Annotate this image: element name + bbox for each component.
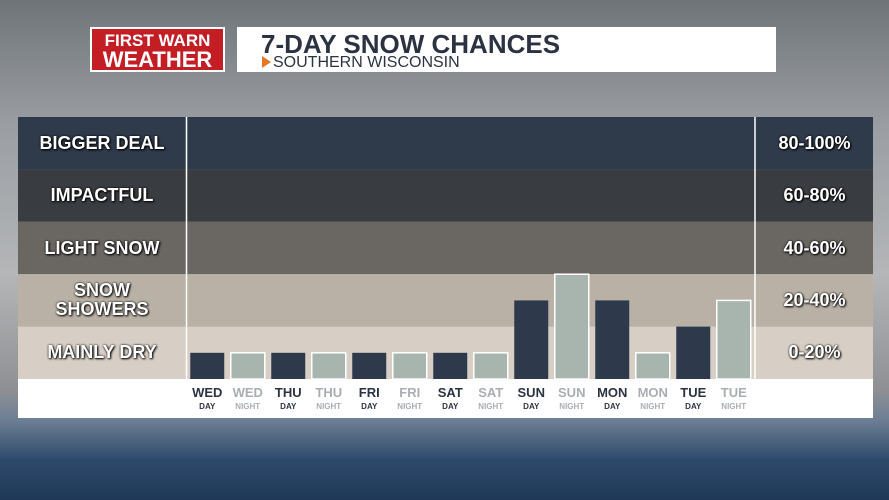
- band-range-label: 0-20%: [788, 342, 841, 363]
- x-tick-sublabel: DAY: [280, 402, 297, 411]
- x-tick-label: FRI: [359, 385, 380, 400]
- x-tick-sublabel: DAY: [199, 402, 216, 411]
- x-tick-sublabel: NIGHT: [721, 402, 746, 411]
- bar: [554, 273, 590, 380]
- band: [18, 221, 873, 275]
- band: [18, 169, 873, 222]
- bar: [514, 300, 549, 379]
- x-tick-sublabel: DAY: [685, 402, 702, 411]
- band-range-label: 60-80%: [783, 185, 846, 206]
- x-tick-sublabel: NIGHT: [235, 402, 260, 411]
- x-tick-label: TUE: [680, 385, 706, 400]
- bar: [433, 352, 468, 379]
- x-tick-sublabel: NIGHT: [397, 402, 422, 411]
- x-tick-sublabel: NIGHT: [640, 402, 665, 411]
- x-tick-label: THU: [315, 385, 342, 400]
- chart-title: 7-DAY SNOW CHANCES: [261, 29, 561, 59]
- band-label: BIGGER DEAL: [39, 132, 165, 153]
- label-row: [18, 379, 873, 418]
- x-tick-label: SAT: [478, 385, 503, 400]
- x-tick-sublabel: DAY: [361, 402, 378, 411]
- logo: FIRST WARN WEATHER: [90, 27, 225, 72]
- x-tick-sublabel: NIGHT: [316, 402, 341, 411]
- x-tick-sublabel: DAY: [604, 402, 621, 411]
- x-tick-label: THU: [275, 385, 302, 400]
- logo-line: WEATHER: [102, 47, 213, 72]
- bar: [352, 352, 387, 379]
- band-label: SNOW SHOWERS: [55, 280, 149, 320]
- x-tick-label: SUN: [558, 385, 585, 400]
- band-range-label: 80-100%: [778, 132, 851, 153]
- bar: [311, 352, 347, 380]
- x-tick-label: FRI: [399, 385, 420, 400]
- bar: [716, 299, 752, 380]
- bar: [230, 352, 266, 380]
- arrow-icon: [262, 56, 271, 68]
- x-tick-sublabel: DAY: [523, 402, 540, 411]
- x-tick-label: WED: [192, 385, 222, 400]
- band: [18, 117, 873, 170]
- bar: [676, 326, 711, 379]
- chart-subtitle: SOUTHERN WISCONSIN: [273, 54, 460, 71]
- x-tick-label: WED: [233, 385, 263, 400]
- band-label: IMPACTFUL: [50, 185, 154, 206]
- x-tick-label: SUN: [518, 385, 545, 400]
- x-tick-label: MON: [638, 385, 668, 400]
- bar: [595, 300, 630, 379]
- x-tick-label: SAT: [438, 385, 463, 400]
- band-range-label: 20-40%: [783, 289, 846, 310]
- x-tick-sublabel: DAY: [442, 402, 459, 411]
- x-tick-sublabel: NIGHT: [559, 402, 584, 411]
- logo-line: FIRST WARN: [104, 31, 211, 50]
- bar: [271, 352, 306, 379]
- band-label: MAINLY DRY: [47, 342, 157, 363]
- band-label: LIGHT SNOW: [44, 237, 160, 258]
- title-box: 7-DAY SNOW CHANCES SOUTHERN WISCONSIN: [237, 27, 776, 72]
- bar: [392, 352, 428, 380]
- x-tick-label: MON: [597, 385, 627, 400]
- x-tick-label: TUE: [721, 385, 747, 400]
- x-tick-sublabel: NIGHT: [478, 402, 503, 411]
- bar: [635, 352, 671, 380]
- bar: [473, 352, 509, 380]
- bar: [190, 352, 225, 379]
- band-range-label: 40-60%: [783, 237, 846, 258]
